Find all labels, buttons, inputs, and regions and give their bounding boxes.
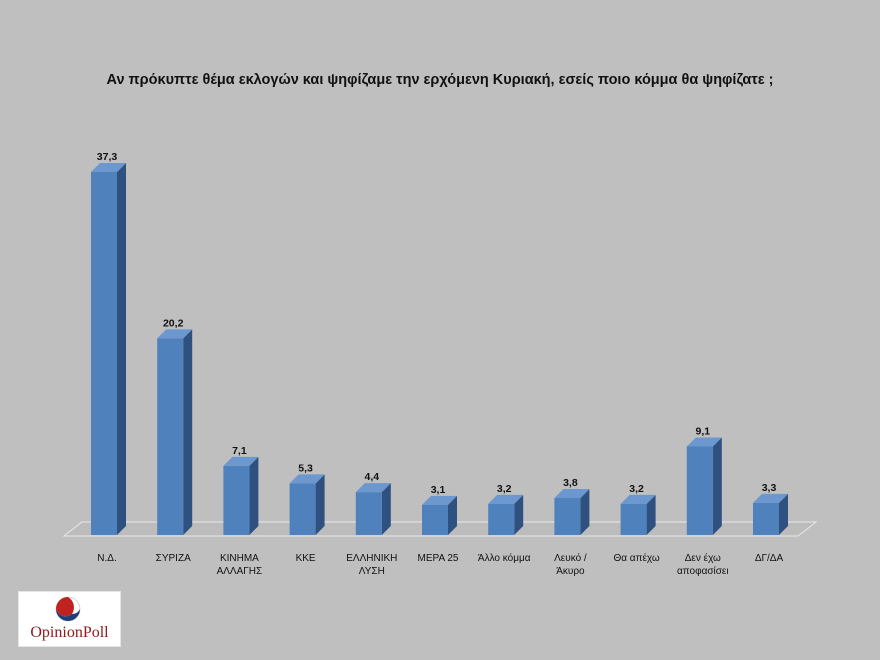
bar-side: [514, 494, 524, 535]
bar-top: [620, 494, 656, 504]
value-label: 3,1: [431, 484, 446, 496]
labels: 37,3 Ν.Δ. 20,2 ΣΥΡΙΖΑ 7,1 ΚΙΝΗΜΑ ΑΛΛΑΓΗΣ 5,3 ΚΚΕ…: [97, 151, 784, 577]
bar-front: [91, 172, 117, 535]
bar-top: [488, 494, 524, 504]
logo-text: OpinionPoll: [30, 624, 109, 641]
bar-top: [289, 474, 325, 484]
value-label: 3,8: [563, 477, 578, 489]
bar: [686, 437, 722, 535]
bar-front: [686, 446, 713, 535]
value-label: 5,3: [298, 462, 313, 474]
bars: [91, 163, 788, 535]
category-label: ΔΓ/ΔΑ: [755, 553, 784, 564]
bar: [753, 493, 788, 535]
bar-front: [488, 503, 515, 535]
bar-side: [381, 483, 391, 535]
category-label: Θα απέχω: [613, 552, 659, 564]
bar-side: [646, 494, 656, 535]
category-label: ΜΕΡΑ 25: [418, 553, 459, 564]
category-label: Δεν έχω: [685, 552, 721, 564]
category-label: ΕΛΛΗΝΙΚΗ: [346, 553, 397, 564]
bar-top: [91, 163, 126, 172]
value-label: 9,1: [695, 425, 710, 437]
bar-top: [753, 493, 788, 503]
value-label: 20,2: [163, 317, 184, 329]
category-label: ΚΚΕ: [296, 553, 316, 564]
bar-front: [289, 483, 316, 535]
bar: [422, 495, 457, 535]
bar-side: [779, 493, 788, 535]
bar-top: [554, 489, 590, 499]
category-label: Λευκό /: [554, 552, 587, 564]
bar-side: [117, 163, 126, 535]
bar: [223, 456, 259, 535]
bar: [157, 329, 193, 535]
bar-side: [315, 474, 325, 535]
bar: [91, 163, 126, 535]
bar-side: [249, 456, 259, 535]
logo-circle-icon: [55, 596, 81, 622]
category-label: ΑΛΛΑΓΗΣ: [217, 566, 263, 577]
bar-top: [422, 495, 457, 505]
value-label: 4,4: [364, 471, 379, 483]
bar-side: [712, 437, 722, 535]
bar-side: [580, 489, 590, 535]
category-label: ΣΥΡΙΖΑ: [156, 553, 191, 564]
category-label: Άκυρο: [556, 566, 585, 577]
chart-title: Αν πρόκυπτε θέμα εκλογών και ψηφίζαμε τη…: [106, 72, 774, 88]
bar: [554, 489, 590, 535]
bar-front: [157, 338, 184, 535]
bar-top: [686, 437, 722, 447]
bar: [289, 474, 325, 535]
bar-side: [448, 495, 457, 535]
bar-front: [223, 465, 250, 535]
bar-front: [422, 504, 448, 535]
bar: [355, 483, 391, 535]
value-label: 3,3: [762, 482, 777, 494]
opinionpoll-logo: OpinionPoll: [18, 591, 121, 647]
value-label: 37,3: [97, 151, 118, 163]
bar: [488, 494, 524, 535]
value-label: 7,1: [232, 445, 247, 457]
bar-top: [355, 483, 391, 493]
category-label: αποφασίσει: [677, 565, 729, 577]
category-label: Άλλο κόμμα: [478, 552, 531, 564]
category-label: Ν.Δ.: [97, 553, 116, 564]
category-label: ΚΙΝΗΜΑ: [220, 553, 259, 564]
bar-front: [554, 498, 581, 535]
bar-side: [183, 329, 193, 535]
category-label: ΛΥΣΗ: [359, 566, 385, 577]
bar-top: [223, 456, 259, 466]
bar-front: [355, 492, 382, 535]
bar-front: [620, 503, 647, 535]
bar: [620, 494, 656, 535]
bar-front: [753, 502, 779, 535]
value-label: 3,2: [497, 483, 512, 495]
value-label: 3,2: [629, 483, 644, 495]
bar-top: [157, 329, 193, 339]
